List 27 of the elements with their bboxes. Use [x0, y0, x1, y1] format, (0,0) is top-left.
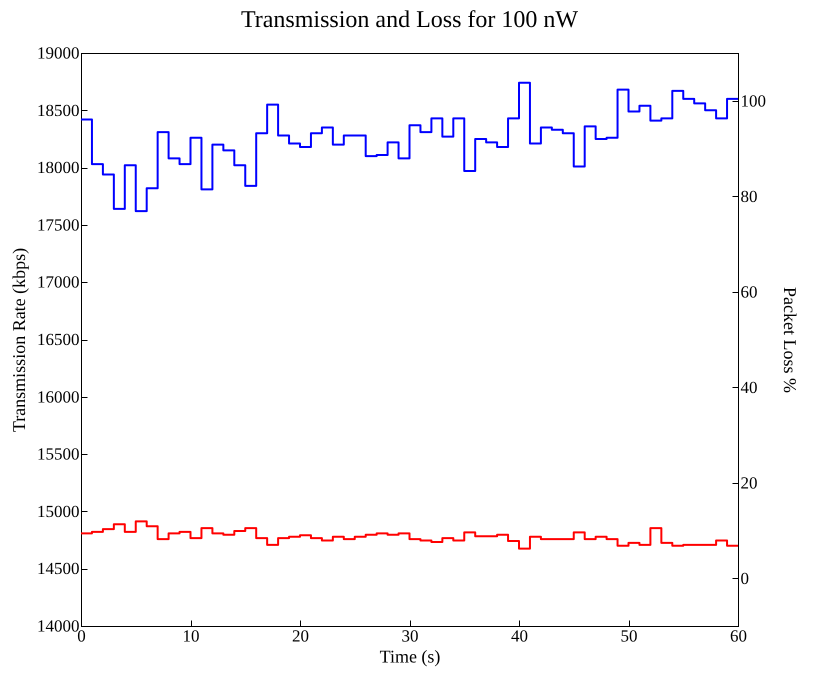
y-tick-label: 19000: [37, 44, 80, 62]
x-tick-label: 50: [620, 626, 638, 646]
y-tick-label: 14500: [37, 559, 80, 578]
y2-tick-label: 80: [740, 186, 758, 206]
y2-tick-label: 40: [740, 378, 758, 397]
y-tick-label: 18500: [37, 100, 80, 120]
x-axis-title: Time (s): [380, 646, 440, 666]
x-tick-label: 10: [182, 626, 200, 646]
y-tick-label: 17000: [37, 272, 80, 292]
y-axis-title: Transmission Rate (kbps): [9, 248, 29, 432]
y2-axis-title: Packet Loss %: [780, 287, 800, 393]
chart-title: Transmission and Loss for 100 nW: [240, 7, 578, 33]
y-tick-label: 16000: [37, 387, 80, 406]
y2-tick-label: 20: [740, 473, 758, 492]
y2-tick-label: 60: [740, 282, 758, 302]
y-tick-label: 17500: [37, 215, 80, 234]
x-tick-label: 60: [730, 626, 747, 646]
y-tick-label: 14000: [37, 616, 80, 636]
x-tick-label: 30: [402, 626, 418, 646]
y-tick-label: 15500: [37, 444, 80, 464]
x-tick-label: 40: [511, 626, 528, 646]
y-tick-label: 15000: [37, 502, 80, 521]
x-tick-label: 20: [292, 626, 309, 646]
y2-tick-label: 0: [740, 568, 749, 588]
y2-tick-label: 100: [740, 91, 766, 110]
y-tick-label: 18000: [37, 158, 80, 178]
y-tick-label: 16500: [37, 330, 80, 349]
